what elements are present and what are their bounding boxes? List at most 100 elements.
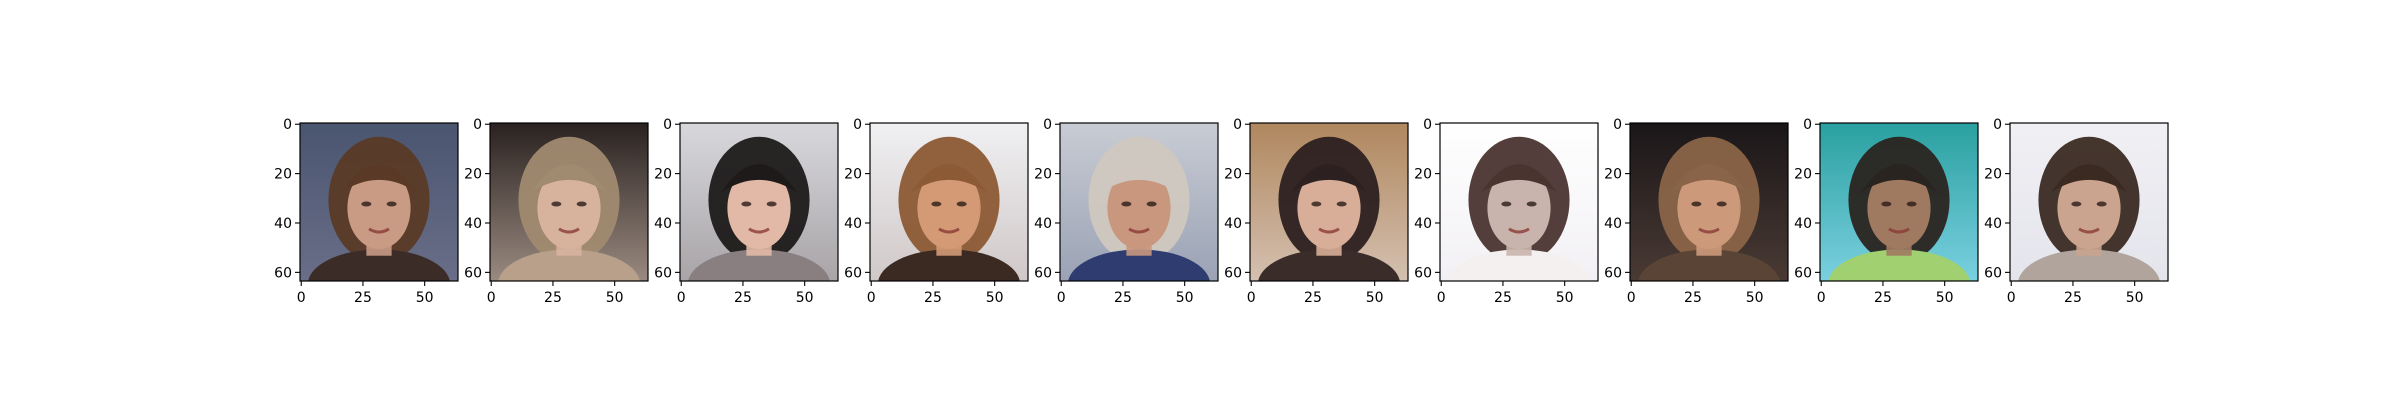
- y-tick-label: 20: [1034, 167, 1052, 183]
- axes-frame: [2009, 122, 2169, 282]
- face-image: [1630, 123, 1788, 281]
- axes-frame: [1439, 122, 1599, 282]
- axes-frame: [489, 122, 649, 282]
- axes-frame: [1059, 122, 1219, 282]
- face-panel-7: 0 25 50 0 20 40 60: [1414, 117, 1599, 306]
- y-tick-label: 0: [1613, 117, 1622, 133]
- y-tick-label: 40: [1604, 216, 1622, 232]
- y-tick-label: 40: [1414, 216, 1432, 232]
- x-tick-label: 25: [924, 290, 942, 306]
- y-tick-label: 40: [1034, 216, 1052, 232]
- y-tick-label: 0: [1803, 117, 1812, 133]
- face-image: [300, 123, 458, 281]
- x-tick-label: 50: [796, 290, 814, 306]
- face-image: [1440, 123, 1598, 281]
- x-tick-label: 0: [1627, 290, 1636, 306]
- axes-frame: [679, 122, 839, 282]
- x-tick-label: 0: [1817, 290, 1826, 306]
- y-tick-label: 60: [274, 265, 292, 281]
- y-tick-label: 40: [464, 216, 482, 232]
- y-tick-label: 40: [1794, 216, 1812, 232]
- x-tick-label: 50: [1366, 290, 1384, 306]
- y-tick-label: 60: [1034, 265, 1052, 281]
- x-tick-label: 25: [1304, 290, 1322, 306]
- y-tick-label: 40: [1224, 216, 1242, 232]
- x-tick-label: 50: [1936, 290, 1954, 306]
- face-panel-1: 0 25 50 0 20 40 60: [274, 117, 459, 306]
- face-image: [1250, 123, 1408, 281]
- x-tick-label: 50: [416, 290, 434, 306]
- x-tick-label: 25: [1114, 290, 1132, 306]
- y-tick-label: 0: [473, 117, 482, 133]
- x-tick-label: 50: [606, 290, 624, 306]
- y-tick-label: 0: [1233, 117, 1242, 133]
- y-tick-label: 0: [1993, 117, 2002, 133]
- x-tick-label: 25: [354, 290, 372, 306]
- x-tick-label: 0: [1057, 290, 1066, 306]
- y-tick-label: 60: [1414, 265, 1432, 281]
- face-panel-3: 0 25 50 0 20 40 60: [654, 117, 839, 306]
- x-tick-label: 50: [1176, 290, 1194, 306]
- panel-row: 0 25 50 0 20 40 60 0 25 50 0 20 40 60 0 25 50 0 20 40 60 0 25 5…: [274, 117, 2169, 306]
- y-tick-label: 0: [663, 117, 672, 133]
- face-image: [1060, 123, 1218, 281]
- y-tick-label: 60: [1794, 265, 1812, 281]
- y-tick-label: 60: [1984, 265, 2002, 281]
- y-tick-label: 40: [1984, 216, 2002, 232]
- y-tick-label: 60: [464, 265, 482, 281]
- face-image: [680, 123, 838, 281]
- x-tick-label: 50: [1556, 290, 1574, 306]
- face-panel-2: 0 25 50 0 20 40 60: [464, 117, 649, 306]
- x-tick-label: 0: [487, 290, 496, 306]
- face-image: [2010, 123, 2168, 281]
- face-image: [1820, 123, 1978, 281]
- axes-frame: [1819, 122, 1979, 282]
- y-tick-label: 40: [844, 216, 862, 232]
- x-tick-label: 25: [1874, 290, 1892, 306]
- axes-frame: [299, 122, 459, 282]
- y-tick-label: 40: [274, 216, 292, 232]
- x-tick-label: 25: [734, 290, 752, 306]
- y-tick-label: 20: [464, 167, 482, 183]
- x-tick-label: 0: [1437, 290, 1446, 306]
- x-tick-label: 0: [2007, 290, 2016, 306]
- x-tick-label: 0: [297, 290, 306, 306]
- x-tick-label: 25: [1684, 290, 1702, 306]
- y-tick-label: 20: [1224, 167, 1242, 183]
- x-tick-label: 25: [1494, 290, 1512, 306]
- y-tick-label: 20: [654, 167, 672, 183]
- face-panel-5: 0 25 50 0 20 40 60: [1034, 117, 1219, 306]
- face-panel-8: 0 25 50 0 20 40 60: [1604, 117, 1789, 306]
- y-tick-label: 20: [1414, 167, 1432, 183]
- x-tick-label: 0: [1247, 290, 1256, 306]
- y-tick-label: 60: [844, 265, 862, 281]
- y-tick-label: 0: [853, 117, 862, 133]
- y-tick-label: 40: [654, 216, 672, 232]
- y-tick-label: 60: [654, 265, 672, 281]
- y-tick-label: 0: [283, 117, 292, 133]
- x-tick-label: 50: [1746, 290, 1764, 306]
- y-tick-label: 60: [1604, 265, 1622, 281]
- y-tick-label: 60: [1224, 265, 1242, 281]
- x-tick-label: 50: [2126, 290, 2144, 306]
- face-panel-6: 0 25 50 0 20 40 60: [1224, 117, 1409, 306]
- y-tick-label: 20: [1604, 167, 1622, 183]
- face-panel-4: 0 25 50 0 20 40 60: [844, 117, 1029, 306]
- y-tick-label: 20: [1984, 167, 2002, 183]
- axes-frame: [1249, 122, 1409, 282]
- axes-frame: [1629, 122, 1789, 282]
- x-tick-label: 25: [544, 290, 562, 306]
- x-tick-label: 25: [2064, 290, 2082, 306]
- y-tick-label: 20: [1794, 167, 1812, 183]
- x-tick-label: 50: [986, 290, 1004, 306]
- y-tick-label: 0: [1043, 117, 1052, 133]
- x-tick-label: 0: [677, 290, 686, 306]
- axes-frame: [869, 122, 1029, 282]
- x-tick-label: 0: [867, 290, 876, 306]
- face-image: [490, 123, 648, 281]
- face-image: [870, 123, 1028, 281]
- face-panel-10: 0 25 50 0 20 40 60: [1984, 117, 2169, 306]
- face-panel-9: 0 25 50 0 20 40 60: [1794, 117, 1979, 306]
- y-tick-label: 20: [844, 167, 862, 183]
